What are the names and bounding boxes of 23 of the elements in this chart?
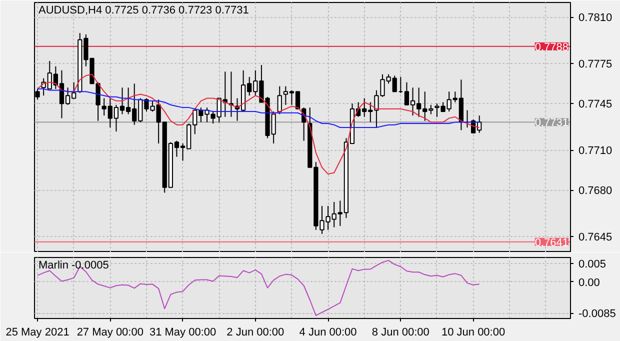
- y-tick-label: 0.7810: [578, 12, 612, 24]
- y-tick-label: 0.005: [578, 258, 606, 271]
- line-series: [37, 260, 480, 316]
- y-tick-label: 0.7710: [578, 145, 612, 158]
- x-tick-label: 31 May 00:00: [149, 326, 216, 338]
- y-tick-label: 0.7645: [578, 232, 612, 244]
- x-tick-label: 8 Jun 00:00: [372, 326, 430, 338]
- ref-line-label: 0.7731: [534, 117, 569, 130]
- x-tick-label: 2 Jun 00:00: [226, 326, 284, 338]
- y-tick-label: 0.00: [578, 276, 600, 289]
- x-tick-label: 10 Jun 00:00: [441, 326, 506, 338]
- y-tick-label: -0.0085: [578, 308, 616, 320]
- y-tick-label: 0.7745: [578, 98, 612, 111]
- chart-title: Marlin -0.0005: [38, 260, 109, 272]
- candlestick: [277, 86, 282, 115]
- y-tick-label: 0.7680: [578, 185, 612, 197]
- ref-line-label: 0.7641: [534, 236, 569, 249]
- chart-title: AUDUSD,H4 0.7725 0.7736 0.7723 0.7731: [38, 4, 249, 16]
- ref-line-label: 0.7788: [534, 41, 569, 54]
- x-tick-label: 27 May 00:00: [76, 326, 144, 338]
- x-tick-label: 4 Jun 00:00: [299, 326, 357, 338]
- x-tick-label: 25 May 2021: [6, 326, 70, 338]
- y-tick-label: 0.7775: [578, 58, 612, 71]
